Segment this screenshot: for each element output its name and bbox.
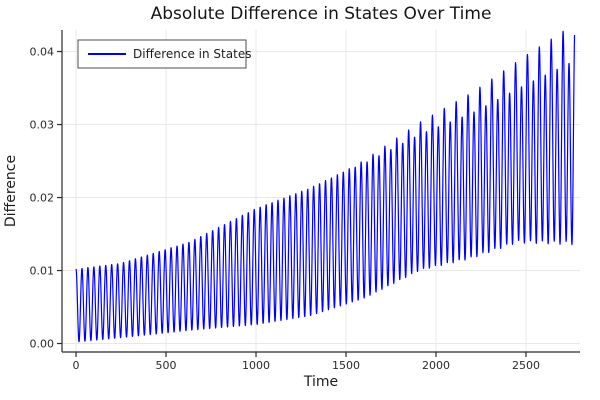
- y-tick-label: 0.01: [30, 265, 55, 278]
- legend-entry-label: Difference in States: [133, 47, 251, 61]
- legend-box: Difference in States: [77, 39, 251, 69]
- series-layer: [75, 30, 576, 343]
- y-tick-label: 0.00: [30, 338, 55, 351]
- x-tick-label: 0: [73, 359, 80, 372]
- y-axis-label: Difference: [3, 155, 19, 227]
- x-tick-label: 500: [156, 359, 177, 372]
- axis-ticks: 0 500 1000 1500 2000 2500 0.00 0.01 0.02 0.03 0.04: [30, 46, 541, 372]
- x-tick-label: 2000: [422, 359, 450, 372]
- y-tick-label: 0.02: [30, 192, 55, 205]
- y-tick-label: 0.04: [30, 46, 55, 59]
- axes-spines: [61, 30, 580, 353]
- x-tick-label: 1000: [242, 359, 270, 372]
- chart-title: Absolute Difference in States Over Time: [151, 4, 492, 24]
- difference-line-series: [75, 30, 576, 343]
- x-tick-label: 1500: [332, 359, 360, 372]
- x-tick-label: 2500: [512, 359, 540, 372]
- x-axis-label: Time: [303, 374, 338, 390]
- legend-frame: [77, 39, 247, 69]
- y-tick-label: 0.03: [30, 119, 55, 132]
